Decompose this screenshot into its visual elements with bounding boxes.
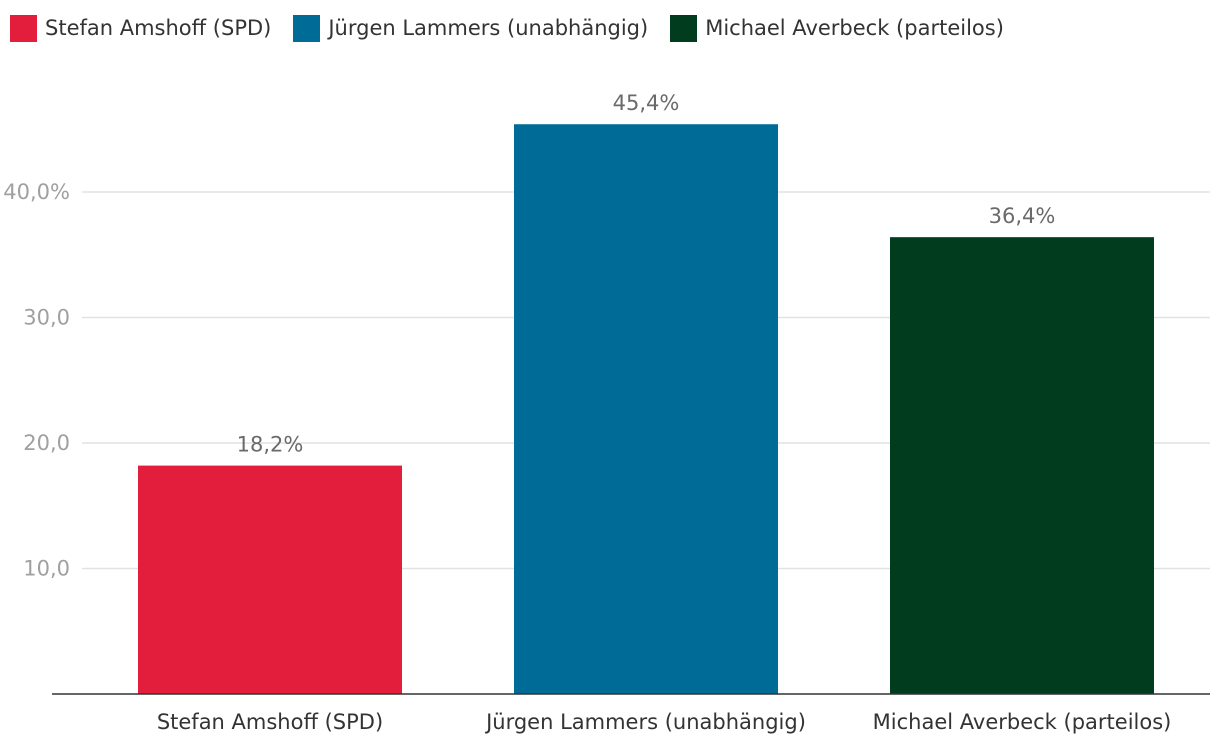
- bar-value-label-2: 36,4%: [989, 204, 1056, 228]
- y-tick-label-0: 10,0: [23, 557, 70, 581]
- legend-swatch-amshoff: [10, 14, 37, 42]
- y-tick-label-1: 20,0: [23, 431, 70, 455]
- legend: Stefan Amshoff (SPD) Jürgen Lammers (una…: [10, 12, 1026, 44]
- y-tick-label-3: 40,0%: [3, 180, 70, 204]
- x-category-label-0: Stefan Amshoff (SPD): [157, 710, 383, 734]
- x-category-label-1: Jürgen Lammers (unabhängig): [484, 710, 806, 734]
- bar-value-label-0: 18,2%: [237, 433, 304, 457]
- legend-label-amshoff: Stefan Amshoff (SPD): [45, 16, 272, 40]
- x-category-label-2: Michael Averbeck (parteilos): [873, 710, 1172, 734]
- y-tick-label-2: 30,0: [23, 306, 70, 330]
- bar-0: [138, 465, 402, 694]
- bar-2: [890, 237, 1154, 694]
- bar-1: [514, 124, 778, 695]
- legend-item-averbeck: Michael Averbeck (parteilos): [670, 14, 1004, 42]
- legend-item-amshoff: Stefan Amshoff (SPD): [10, 14, 272, 42]
- legend-swatch-averbeck: [670, 14, 698, 42]
- bar-value-label-1: 45,4%: [613, 91, 680, 115]
- legend-item-lammers: Jürgen Lammers (unabhängig): [293, 14, 649, 42]
- legend-swatch-lammers: [293, 14, 321, 42]
- legend-label-lammers: Jürgen Lammers (unabhängig): [328, 16, 649, 40]
- legend-label-averbeck: Michael Averbeck (parteilos): [705, 16, 1004, 40]
